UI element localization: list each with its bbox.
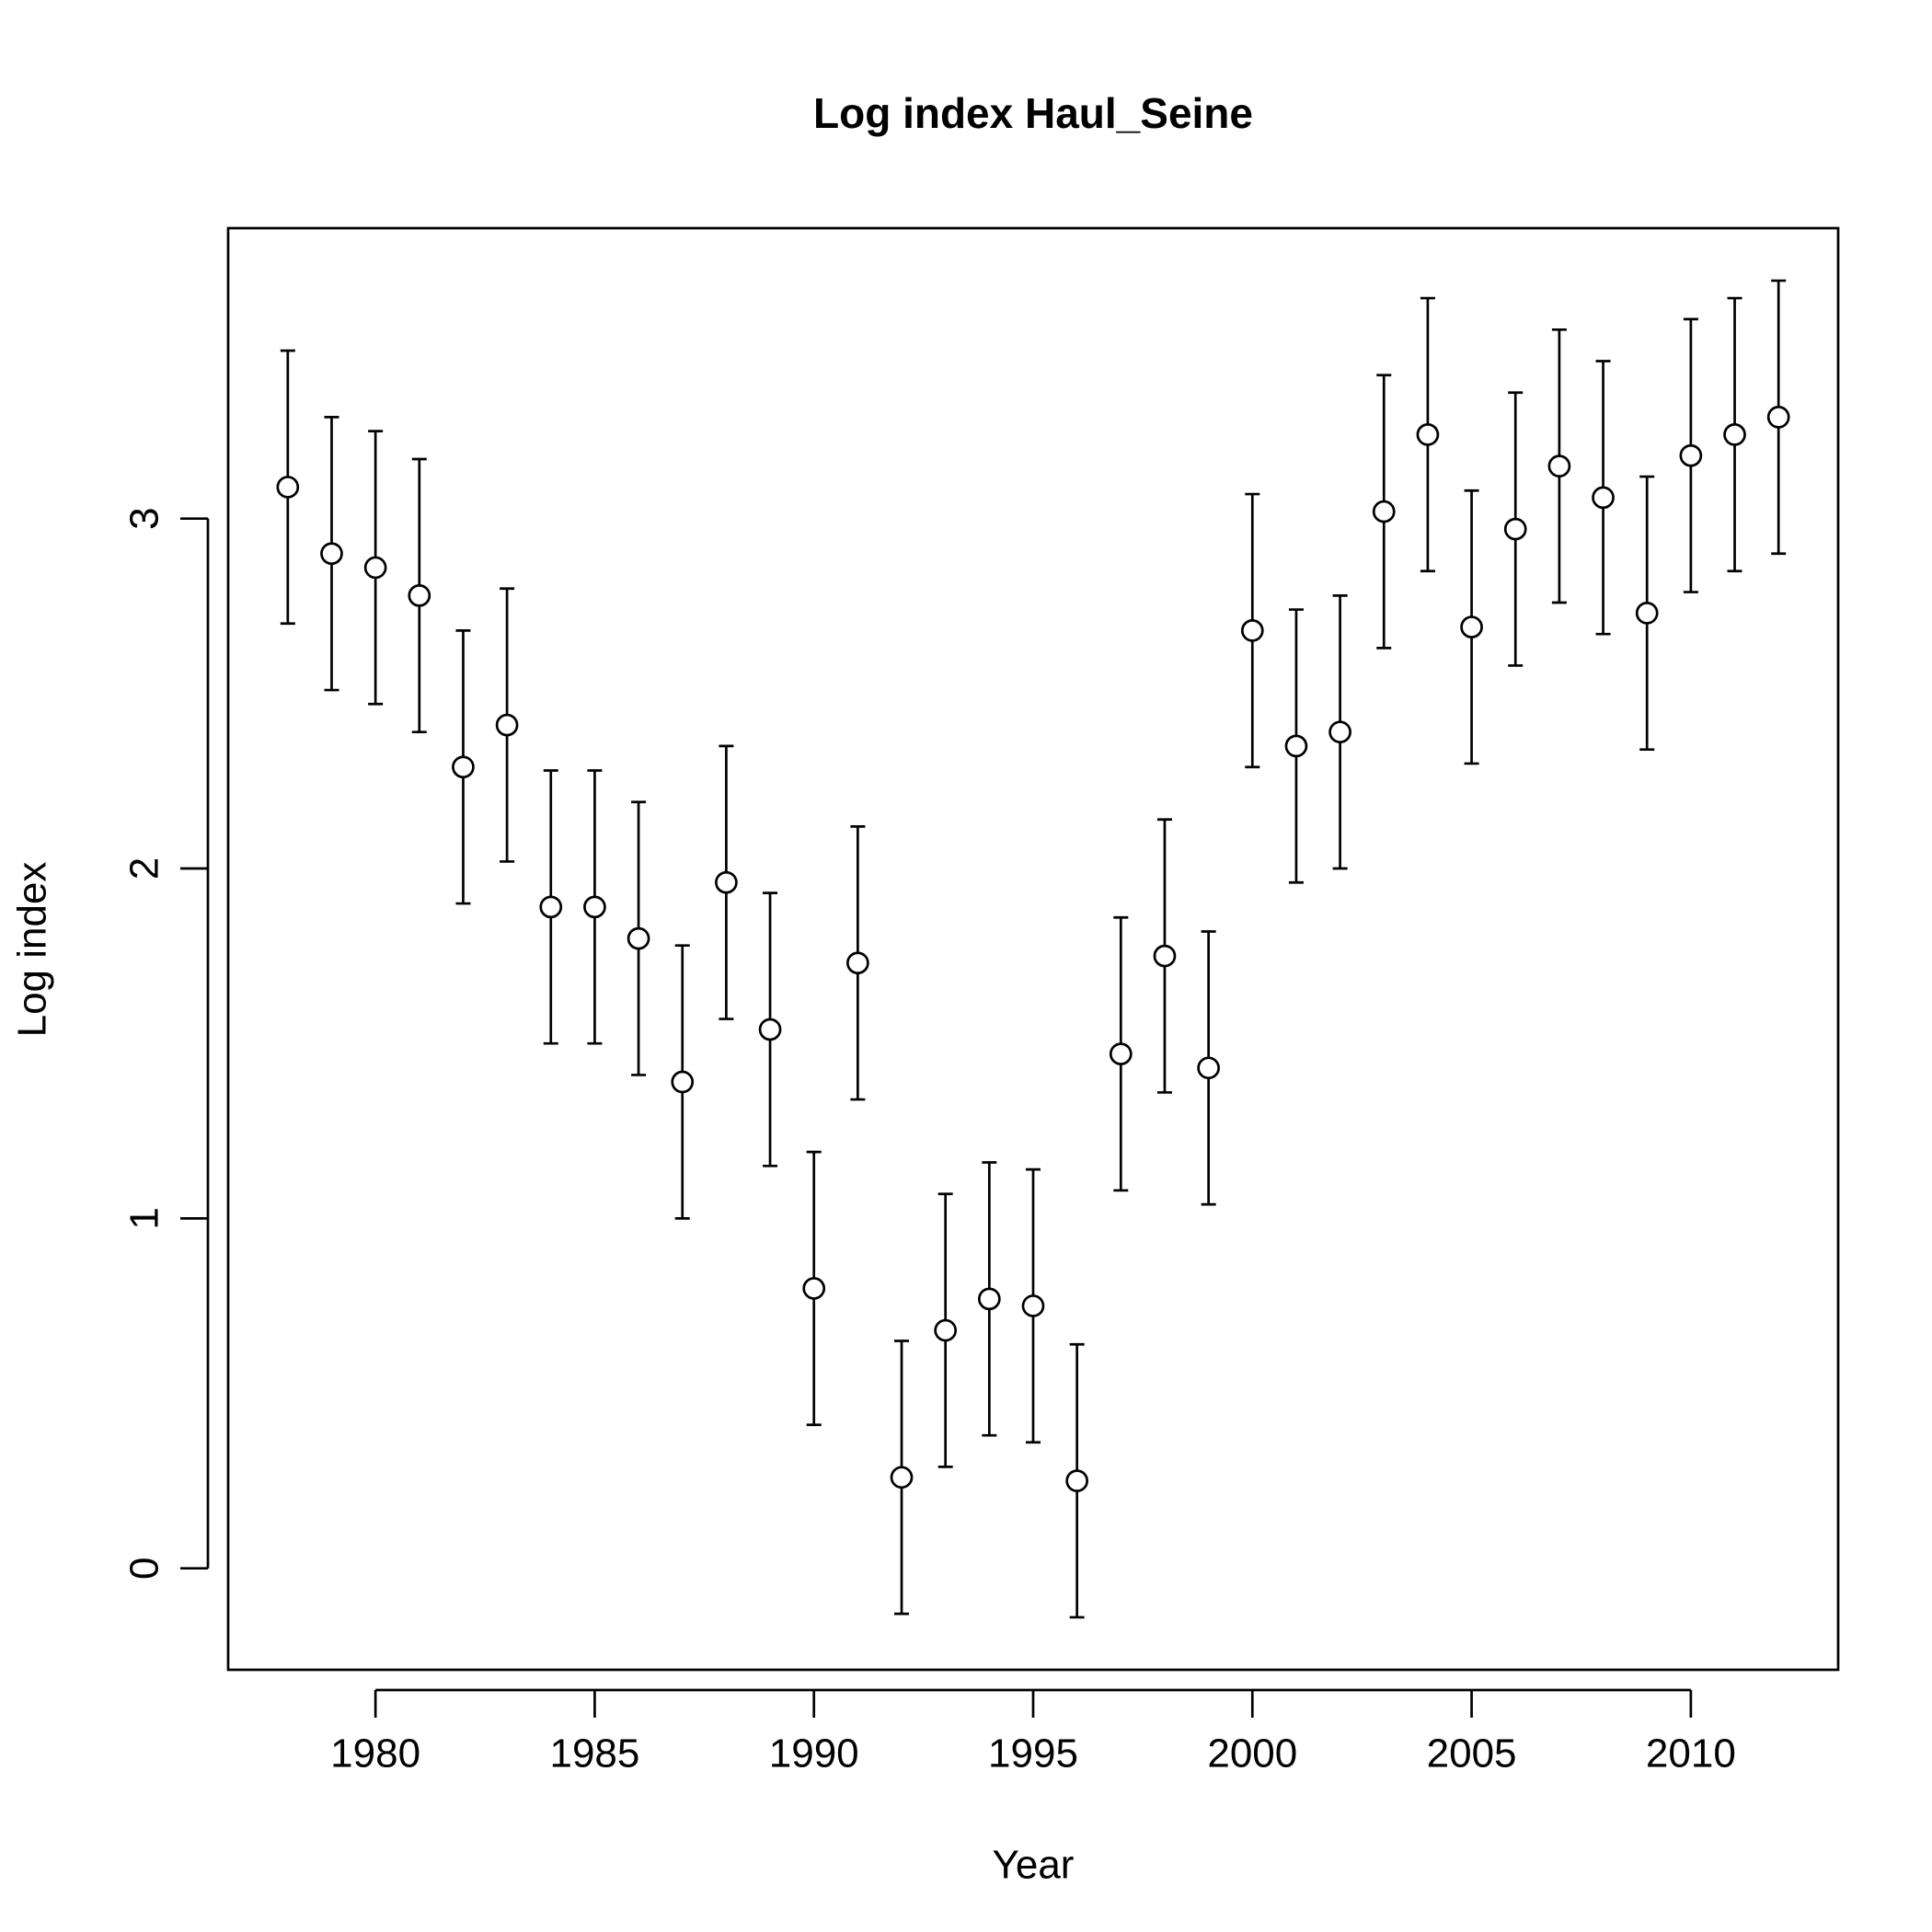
y-tick-label: 2: [122, 857, 167, 880]
point: [890, 1466, 914, 1489]
point: [1372, 500, 1396, 523]
y-tick-label: 0: [122, 1557, 167, 1579]
point: [1635, 602, 1659, 625]
point: [1284, 734, 1308, 758]
x-tick-label: 1985: [549, 1731, 639, 1777]
point: [671, 1070, 695, 1094]
point: [1109, 1042, 1133, 1065]
x-tick-label: 2000: [1207, 1731, 1297, 1777]
point: [1065, 1469, 1089, 1492]
x-tick-label: 1980: [330, 1731, 420, 1777]
point: [320, 542, 343, 566]
point: [539, 895, 563, 919]
point: [583, 895, 606, 919]
x-tick-label: 2005: [1427, 1731, 1517, 1777]
point: [1547, 454, 1571, 477]
point: [1021, 1294, 1045, 1317]
point: [408, 584, 431, 607]
x-tick-label: 2010: [1646, 1731, 1736, 1777]
point: [1460, 615, 1483, 638]
point: [802, 1277, 826, 1300]
point: [495, 713, 519, 737]
y-tick-label: 1: [122, 1207, 167, 1229]
x-axis-label: Year: [993, 1843, 1075, 1888]
point: [627, 926, 650, 950]
point: [1416, 423, 1440, 446]
point: [1153, 944, 1177, 968]
chart-title: Log index Haul_Seine: [813, 89, 1253, 137]
y-axis-label: Log index: [10, 862, 55, 1038]
point: [846, 951, 869, 975]
point: [1766, 406, 1790, 429]
y-tick-label: 3: [122, 507, 167, 529]
point: [1723, 423, 1746, 446]
point: [276, 476, 300, 499]
point: [934, 1318, 958, 1342]
point: [1503, 517, 1527, 541]
point: [1679, 443, 1703, 467]
point: [977, 1287, 1001, 1311]
point: [715, 870, 738, 894]
point: [363, 556, 387, 580]
x-tick-label: 1995: [988, 1731, 1078, 1777]
point: [1328, 720, 1351, 744]
point: [1592, 486, 1615, 510]
point: [758, 1018, 782, 1041]
point: [1197, 1056, 1220, 1080]
x-tick-label: 1990: [769, 1731, 859, 1777]
point: [452, 755, 475, 779]
point: [1240, 619, 1264, 642]
plot-frame: [226, 226, 1840, 1672]
